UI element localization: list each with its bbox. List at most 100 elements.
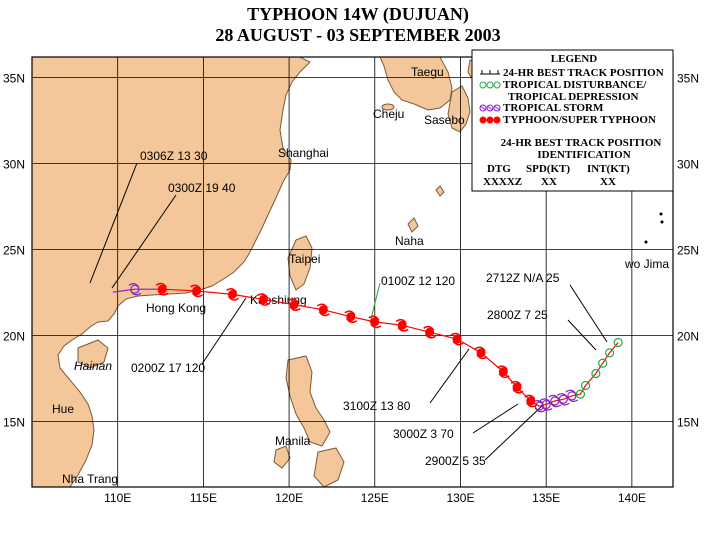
annotation-0200z: 0200Z 17 120 [131,361,205,375]
typhoon-marker [287,298,301,312]
legend-best-track-icon [480,70,500,75]
track-line [162,288,619,407]
annotation-0300z: 0300Z 19 40 [168,181,236,195]
annotation-2712z: 2712Z N/A 25 [486,271,560,285]
legend-item-disturbance: TROPICAL DISTURBANCE/ [503,79,647,91]
lat-label-left: 30N [3,158,25,172]
legend-val-int: XX [600,176,616,188]
typhoon-marker [368,315,382,329]
track-tail [112,288,163,293]
map-frame [31,56,674,488]
legend-item-depression: TROPICAL DEPRESSION [508,91,639,103]
lat-label-right: 35N [677,72,699,86]
lat-label-left: 15N [3,416,25,430]
legend-col-spd: SPD(KT) [526,163,570,175]
depression-marker [591,368,601,379]
luzon-island [285,355,331,447]
map-subtitle: 28 AUGUST - 03 SEPTEMBER 2003 [215,25,501,45]
legend-typhoon-icon [479,116,501,124]
lon-label: 130E [446,491,474,505]
place-hue: Hue [52,402,74,416]
typhoon-marker [256,293,270,306]
lon-label: 120E [275,491,303,505]
typhoon-marker [344,310,358,324]
depression-marker [613,337,623,348]
legend-val-dtg: XXXXZ [483,176,522,188]
iwo-jima-island [644,240,648,244]
legend-id-title: 24-HR BEST TRACK POSITION [501,137,662,149]
place-taipei: Taipei [289,252,320,266]
typhoon-marker [510,380,524,394]
annotation-0306z: 0306Z 13 30 [140,149,208,163]
legend-item-storm: TROPICAL STORM [503,102,604,114]
bonin-island-2 [660,220,664,224]
storm-marker [128,283,142,296]
lat-label-left: 35N [3,72,25,86]
legend-frame [471,49,674,192]
annotations: 0306Z 13 30 0300Z 19 40 0100Z 12 120 020… [131,149,560,468]
lat-lon-grid [32,57,673,487]
typhoon-marker [423,325,437,339]
storm-marker [548,394,562,408]
korea-peninsula [379,57,453,111]
place-shanghai: Shanghai [278,146,329,160]
legend-col-dtg: DTG [487,163,511,175]
visayas-islands [313,447,345,487]
storm-track [112,282,623,413]
place-naha: Naha [395,234,424,248]
depression-marker [598,358,608,368]
japan-islands [447,85,471,133]
place-hainan: Hainan [74,359,112,373]
lat-label-left: 20N [3,330,25,344]
lat-label-right: 20N [677,330,699,344]
bonin-island [659,212,663,216]
typhoon-marker [496,365,510,379]
mindoro-island [273,445,291,469]
annotation-2800z: 2800Z 7 25 [487,308,548,322]
typhoon-marker [155,282,169,296]
axis-labels: 35N 35N 30N 30N 25N 25N 20N 20N 15N 15N 110E 115E 12… [3,72,699,505]
place-cheju: Cheju [373,107,404,121]
lon-label: 115E [190,491,217,505]
lon-label: 110E [104,491,131,505]
lat-label-right: 30N [677,158,699,172]
hainan-island [77,339,109,369]
annotation-leaders [89,162,608,461]
lat-label-left: 25N [3,244,25,258]
legend-title: LEGEND [551,53,598,65]
storm-marker [556,393,570,406]
depression-marker [575,389,586,399]
legend-id-subtitle: IDENTIFICATION [537,149,630,161]
depression-marker [580,380,591,391]
annotation-0100z: 0100Z 12 120 [381,274,455,288]
depression-marker [604,348,615,358]
place-taegu: Taegu [411,65,444,79]
annotation-3100z: 3100Z 13 80 [343,399,411,413]
place-sasebo: Sasebo [424,113,465,127]
typhoon-marker [395,318,409,332]
lat-label-right: 25N [677,244,699,258]
place-hong-kong: Hong Kong [146,301,206,315]
legend-item-typhoon: TYPHOON/SUPER TYPHOON [503,114,656,126]
typhoon-marker [226,288,239,301]
annotation-2900z: 2900Z 5 35 [425,454,486,468]
lon-label: 135E [532,491,560,505]
ryukyu-island [435,185,445,197]
annotation-3000z: 3000Z 3 70 [393,427,454,441]
typhoon-marker [450,332,464,346]
legend-box: LEGEND 24-HR BEST TRACK POSITION TROPICA… [471,49,674,192]
typhoon-marker [316,303,330,317]
typhoon-marker [474,346,488,360]
okinawa-island [407,217,419,233]
place-iwo-jima: wo Jima [624,257,669,271]
storm-marker [565,389,579,403]
legend-col-int: INT(KT) [587,163,630,175]
lon-label: 125E [361,491,389,505]
place-nha-trang: Nha Trang [62,472,118,486]
legend-item-best-track: 24-HR BEST TRACK POSITION [503,67,664,79]
typhoon-marker [190,284,203,298]
cheju-island [381,103,395,111]
typhoon-marker [524,394,538,408]
lat-label-right: 15N [677,416,699,430]
